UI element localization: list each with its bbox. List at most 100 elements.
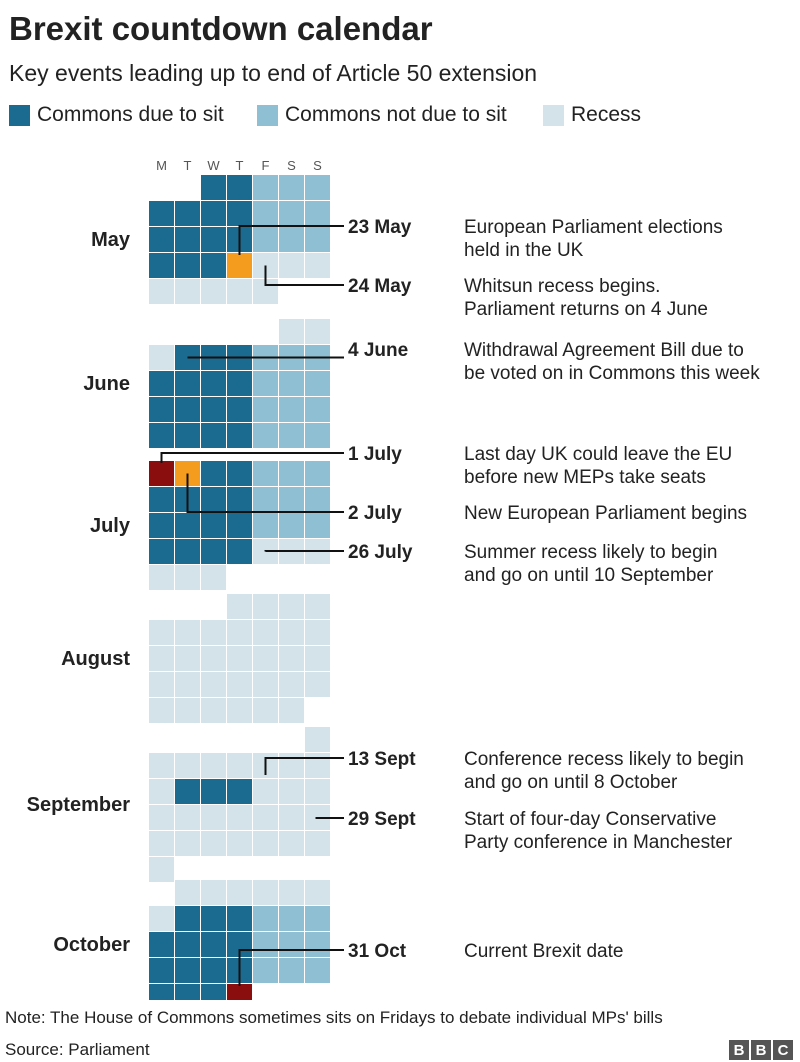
calendar-day-cell <box>175 698 200 723</box>
event-description: Current Brexit date <box>464 941 623 962</box>
event-description: held in the UK <box>464 240 584 261</box>
calendar-day-cell <box>253 423 278 448</box>
calendar-day-cell <box>279 880 304 905</box>
calendar-day-cell <box>175 805 200 830</box>
calendar-chart: M T W T F S SMayJuneJulyAugustSeptemberOctober… <box>27 158 760 1000</box>
calendar-day-cell <box>149 423 174 448</box>
calendar-day-cell <box>253 698 278 723</box>
event-date-label: 26 July <box>348 542 413 563</box>
calendar-day-cell <box>305 319 330 344</box>
weekday-label: S <box>287 158 296 173</box>
event-description: Party conference in Manchester <box>464 832 733 853</box>
calendar-day-cell <box>175 201 200 226</box>
calendar-day-cell <box>175 620 200 645</box>
calendar-day-cell <box>279 779 304 804</box>
calendar-day-cell <box>279 201 304 226</box>
calendar-day-cell <box>253 906 278 931</box>
legend-swatch-nosit <box>257 104 278 126</box>
event-date-label: 2 July <box>348 503 402 524</box>
calendar-day-cell <box>201 371 226 396</box>
calendar-day-cell <box>175 279 200 304</box>
calendar-day-cell <box>279 594 304 619</box>
calendar-day-cell <box>149 646 174 671</box>
event-description: European Parliament elections <box>464 217 723 238</box>
calendar-day-cell <box>149 461 174 486</box>
calendar-day-cell <box>279 461 304 486</box>
calendar-day-cell <box>201 227 226 252</box>
event-connector-line <box>238 949 344 986</box>
calendar-day-cell <box>201 461 226 486</box>
calendar-day-cell <box>201 646 226 671</box>
calendar-day-cell <box>305 932 330 957</box>
weekday-label: M <box>156 158 167 173</box>
calendar-day-cell <box>305 906 330 931</box>
calendar-day-cell <box>201 513 226 538</box>
calendar-day-cell <box>201 672 226 697</box>
calendar-day-cell <box>305 646 330 671</box>
calendar-day-cell <box>227 539 252 564</box>
calendar-day-cell <box>149 779 174 804</box>
calendar-day-cell <box>305 227 330 252</box>
calendar-day-cell <box>175 371 200 396</box>
month-label: September <box>27 794 131 816</box>
calendar-day-cell <box>279 932 304 957</box>
calendar-day-cell <box>279 175 304 200</box>
calendar-day-cell <box>175 539 200 564</box>
calendar-day-cell <box>305 831 330 856</box>
calendar-day-cell <box>227 175 252 200</box>
calendar-day-cell <box>305 253 330 278</box>
calendar-day-cell <box>201 539 226 564</box>
calendar-day-cell <box>175 423 200 448</box>
footnote: Note: The House of Commons sometimes sit… <box>5 1008 663 1027</box>
calendar-day-cell <box>253 831 278 856</box>
calendar-day-cell <box>149 958 174 983</box>
event-description: Summer recess likely to begin <box>464 542 717 563</box>
event-description: New European Parliament begins <box>464 503 747 524</box>
calendar-day-cell <box>279 371 304 396</box>
calendar-day-cell <box>149 513 174 538</box>
calendar-day-cell <box>149 539 174 564</box>
calendar-day-cell <box>149 345 174 370</box>
bbc-logo: B B C <box>729 1040 793 1060</box>
calendar-day-cell <box>201 906 226 931</box>
event-date-label: 1 July <box>348 444 402 465</box>
event-description: Parliament returns on 4 June <box>464 299 708 320</box>
calendar-day-cell <box>279 672 304 697</box>
month-label: October <box>53 934 130 956</box>
calendar-day-cell <box>253 513 278 538</box>
calendar-day-cell <box>253 397 278 422</box>
calendar-day-cell <box>305 620 330 645</box>
calendar-day-cell <box>201 175 226 200</box>
calendar-day-cell <box>227 906 252 931</box>
calendar-day-cell <box>279 698 304 723</box>
event-connector-line <box>186 473 344 513</box>
calendar-day-cell <box>305 461 330 486</box>
calendar-day-cell <box>227 423 252 448</box>
month-label: July <box>90 515 131 537</box>
calendar-day-cell <box>305 371 330 396</box>
calendar-day-cell <box>227 397 252 422</box>
event-date-label: 13 Sept <box>348 749 416 770</box>
calendar-day-cell <box>227 753 252 778</box>
calendar-day-cell <box>175 565 200 590</box>
weekday-label: S <box>313 158 322 173</box>
calendar-day-cell <box>305 397 330 422</box>
calendar-day-cell <box>253 487 278 512</box>
page-title: Brexit countdown calendar <box>9 10 433 47</box>
calendar-day-cell <box>149 487 174 512</box>
calendar-day-cell <box>175 984 200 1000</box>
calendar-day-cell <box>175 672 200 697</box>
event-description: Conference recess likely to begin <box>464 749 744 770</box>
calendar-day-cell <box>305 880 330 905</box>
calendar-day-cell <box>175 880 200 905</box>
logo-letter: C <box>773 1040 793 1060</box>
event-connector-line <box>264 265 344 286</box>
calendar-day-cell <box>149 698 174 723</box>
calendar-day-cell <box>227 279 252 304</box>
weekday-label: T <box>184 158 192 173</box>
calendar-day-cell <box>305 958 330 983</box>
calendar-day-cell <box>201 698 226 723</box>
calendar-day-cell <box>227 672 252 697</box>
calendar-day-cell <box>279 805 304 830</box>
calendar-day-cell <box>253 646 278 671</box>
